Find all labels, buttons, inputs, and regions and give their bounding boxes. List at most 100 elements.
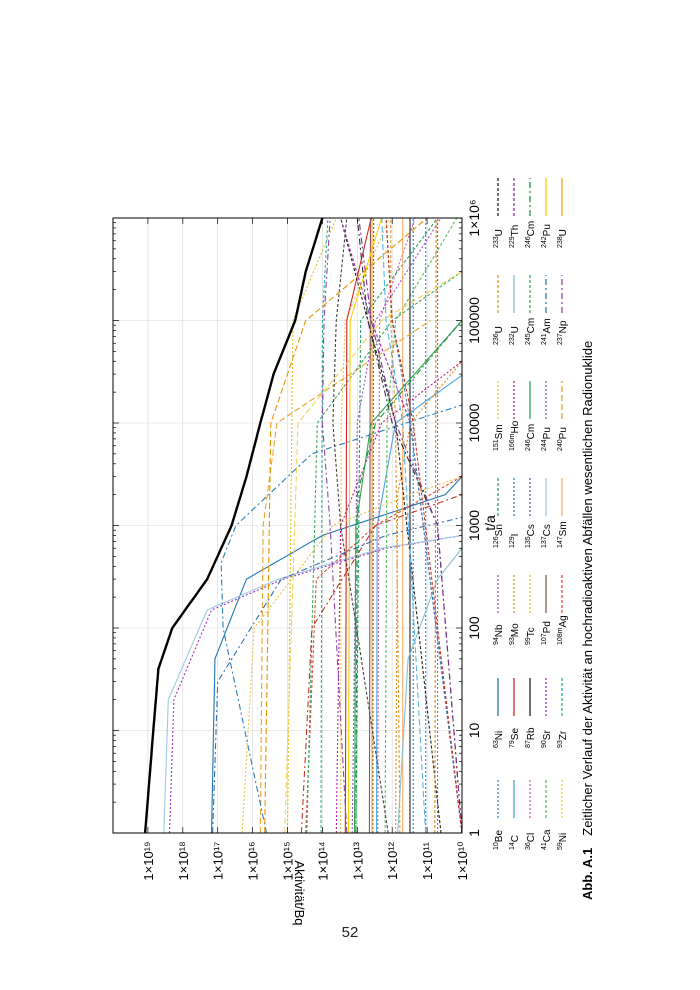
y-tick-label: 1×10¹¹ [420,841,435,880]
legend-item: 245Cm [525,275,537,345]
legend-label-el: Pu [558,427,569,439]
legend-label: 94Nb [493,624,505,645]
legend-label-el: Mo [510,623,521,637]
legend-label-sup: 238 [557,236,564,248]
y-axis-label: Aktivität/Bq [292,860,307,925]
legend-label-el: U [494,326,505,333]
legend-label: 14C [509,835,521,850]
x-axis-label: t/a [482,515,498,531]
legend-label-sup: 93 [509,637,516,645]
legend-label-el: Sm [494,424,505,439]
legend-label: 87Rb [525,727,537,748]
x-tick-label: 1 [466,829,482,837]
legend-label-sup: 233 [493,236,500,248]
legend-label-el: Pu [542,224,553,236]
y-tick-label: 1×10¹⁰ [455,842,470,881]
legend-label: 166mHo [509,420,521,451]
legend-label-el: Ni [558,833,569,842]
legend-item: 233U [493,178,505,248]
legend-item: 229Th [509,178,521,248]
legend-item: 236U [493,275,505,345]
legend-item: 93Mo [509,575,521,645]
legend-label-sup: 126 [493,536,500,548]
legend-label: 59Ni [557,833,569,850]
legend-label: 129I [509,534,521,548]
legend-label-sup: 36 [525,842,532,850]
legend-label-el: U [494,229,505,236]
series-line-238pu [212,516,462,833]
legend-label-el: Sr [542,730,553,741]
legend-label: 107Pd [541,621,553,645]
legend-label: 236U [493,326,505,345]
x-tick-label: 1×10⁶ [466,199,482,236]
y-tick-label: 1×10¹⁷ [211,842,226,881]
legend-item: 90Sr [541,678,553,748]
legend-item: 238U [557,178,569,248]
legend-item: 126Sn [493,478,505,548]
legend-label-el: Th [510,225,521,237]
series-line-240pu [259,320,431,833]
y-tick-label: 1×10¹⁹ [141,841,156,880]
series-line-135cs [372,218,375,833]
series-line-151sm [241,476,462,833]
legend-item: 107Pd [541,575,553,645]
legend-label: 237Np [557,320,569,345]
legend-label-el: Rb [526,727,537,740]
legend-label-sup: 244 [541,439,548,451]
series-line-36cl [377,218,416,833]
legend-label-el: U [558,229,569,236]
series-line-226ra [358,218,462,833]
ticks [112,218,463,834]
legend-label: 246Cm [525,221,537,248]
legend-label-el: Am [542,318,553,333]
series-line-126sn [355,218,439,833]
x-tick-label: 100000 [466,297,482,344]
legend-label: 79Se [509,728,521,748]
page-number: 52 [341,924,359,941]
series-line-summe [143,218,324,833]
series-line-246cm [353,320,462,833]
legend-label-el: Cs [526,524,537,536]
series-line-243am [284,271,462,833]
legend-label-el: C [510,835,521,842]
series-line-233u [340,218,442,833]
legend-item: 232U [509,275,521,345]
legend-label: 41Ca [541,829,553,850]
series-line-234u [332,218,389,833]
series-line-59ni [340,218,390,833]
legend-label: 10Be [493,830,505,850]
legend-label-sup: 229 [509,236,516,248]
legend-label: 93Zr [557,730,569,748]
legend-item: 135Cs [525,478,537,548]
legend-item: 137Cs [541,478,553,548]
legend-label: 233U [493,229,505,248]
legend-label-el: Se [510,728,521,741]
legend-label: 147Sm [557,521,569,548]
series-line-231pa [385,218,462,833]
legend-item: 36Cl [525,780,537,850]
legend-item: 108mAg [557,575,569,645]
legend-item: 166mHo [509,381,521,451]
legend-label: 99Tc [525,627,537,645]
legend-label: 63Ni [493,731,505,748]
series-line-90sr [168,534,462,833]
legend-label-el: Sn [494,524,505,536]
legend-label: 137Cs [541,524,553,548]
legend-label-el: Ag [558,615,569,627]
legend-item: 14C [509,780,521,850]
legend-label-el: Nb [494,624,505,637]
x-tick-label: 1000 [466,510,482,541]
series-line-246cm [355,320,462,833]
legend-label-el: Tc [526,627,537,637]
legend-item: 41Ca [541,780,553,850]
legend-label-sup: 129 [509,536,516,548]
legend-label: 229Th [509,225,521,248]
legend-label-el: Cs [542,524,553,536]
legend-label-sup: 94 [493,637,500,645]
legend-label-sup: 63 [493,740,500,748]
legend-label-sup: 151 [493,439,500,451]
legend-item: 10Be [493,780,505,850]
legend-label: 90Sr [541,730,553,748]
